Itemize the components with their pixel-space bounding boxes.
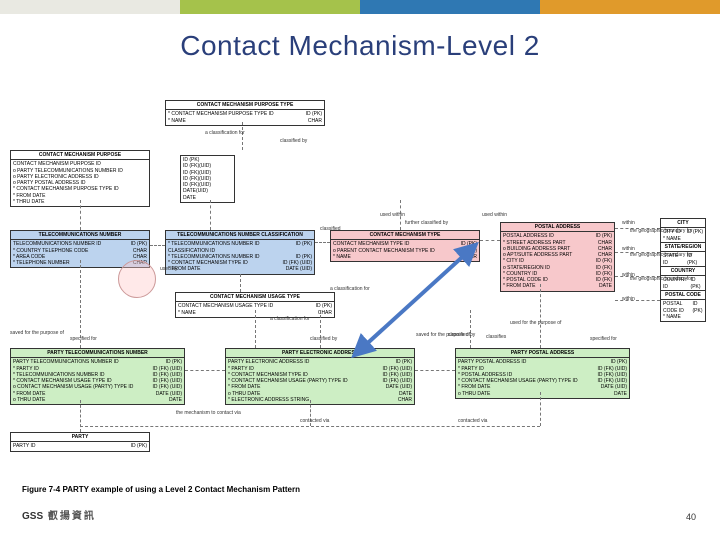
figure-caption: Figure 7-4 PARTY example of using a Leve… [22, 485, 300, 494]
er-diagram: CONTACT MECHANISM PURPOSE TYPE* CONTACT … [10, 100, 710, 500]
logo-text: GSS [22, 511, 43, 522]
page-title: Contact Mechanism-Level 2 [0, 30, 720, 62]
logo-cn: 叡揚資訊 [48, 511, 96, 522]
link-arrow [10, 100, 710, 460]
logo: GSS 叡揚資訊 [22, 507, 96, 522]
page-number: 40 [686, 512, 696, 522]
top-color-bar [0, 0, 720, 14]
